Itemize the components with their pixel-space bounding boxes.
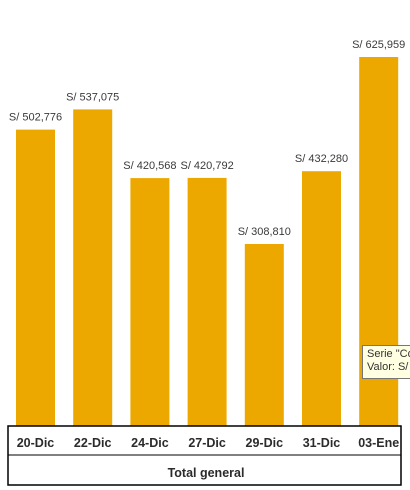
data-label-27-Dic: S/ 420,792 <box>180 160 233 172</box>
category-labels-group: 20-Dic 22-Dic 24-Dic 27-Dic 29-Dic 31-Dic 03-E… <box>17 436 400 450</box>
bar-24-Dic[interactable] <box>130 178 170 426</box>
bar-27-Dic[interactable] <box>187 177 227 426</box>
bar-29-Dic[interactable] <box>244 244 284 426</box>
category-label-29-Dic: 29-Dic <box>246 436 284 450</box>
data-label-22-Dic: S/ 537,075 <box>66 91 119 103</box>
category-label-24-Dic: 24-Dic <box>131 436 169 450</box>
data-label-24-Dic: S/ 420,568 <box>123 160 176 172</box>
tooltip-series-line: Serie "Co <box>367 348 410 360</box>
data-labels-group: S/ 502,776 S/ 537,075 S/ 420,568 S/ 420,792… <box>9 39 405 238</box>
category-axis <box>7 425 402 486</box>
tooltip-value-line: Valor: S/ <box>367 361 409 373</box>
category-label-31-Dic: 31-Dic <box>303 436 341 450</box>
category-label-27-Dic: 27-Dic <box>188 436 226 450</box>
category-label-03-Ene: 03-Ene <box>358 436 399 450</box>
data-label-20-Dic: S/ 502,776 <box>9 112 62 124</box>
category-label-20-Dic: 20-Dic <box>17 436 55 450</box>
bar-31-Dic[interactable] <box>302 171 341 426</box>
bars-group <box>16 57 399 427</box>
bar-20-Dic[interactable] <box>16 129 55 426</box>
group-label: Total general <box>168 466 245 480</box>
series-tooltip: Serie "Co Valor: S/ <box>362 345 410 379</box>
category-label-22-Dic: 22-Dic <box>74 436 112 450</box>
data-label-29-Dic: S/ 308,810 <box>238 226 291 238</box>
data-label-03-Ene: S/ 625,959 <box>352 39 405 51</box>
data-label-31-Dic: S/ 432,280 <box>295 153 348 165</box>
bar-22-Dic[interactable] <box>73 109 113 427</box>
